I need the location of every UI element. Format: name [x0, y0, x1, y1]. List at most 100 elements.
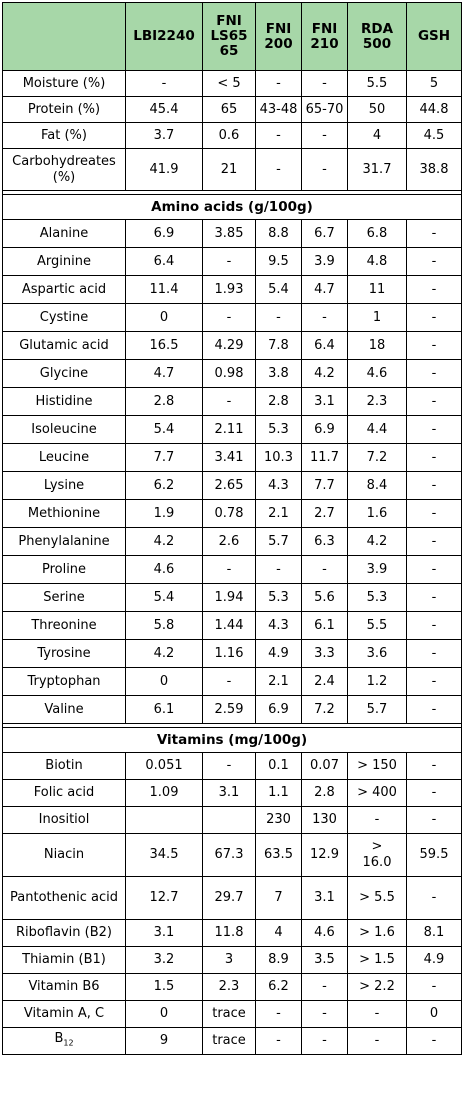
value-cell: 4.3 [255, 471, 302, 500]
value-cell: 6.3 [301, 527, 348, 556]
header-corner-cell [2, 2, 126, 71]
row-label: Threonine [2, 611, 126, 640]
value-cell: trace [202, 1000, 256, 1028]
table-row: Pantothenic acid 12.7 29.7 7 3.1 > 5.5- [2, 876, 462, 920]
value-cell: - [255, 1027, 302, 1055]
value-cell: - [406, 275, 462, 304]
value-cell: 6.1 [301, 611, 348, 640]
value-cell: 3.1 [301, 876, 348, 920]
value-cell: - [347, 806, 407, 834]
value-cell: 5.5 [347, 70, 407, 97]
value-cell: < 5 [202, 70, 256, 97]
value-cell: 6.4 [125, 247, 203, 276]
row-label: B12 [2, 1027, 126, 1055]
column-header: GSH [406, 2, 462, 71]
value-cell: 8.9 [255, 946, 302, 974]
value-cell: 0.07 [301, 752, 348, 780]
row-label: Thiamin (B1) [2, 946, 126, 974]
value-cell: 1.2 [347, 667, 407, 696]
value-cell: > 16.0 [347, 833, 407, 877]
row-label: Inositiol [2, 806, 126, 834]
table-row: Lysine 6.2 2.65 4.3 7.7 8.4- [2, 471, 462, 500]
value-cell: 6.2 [125, 471, 203, 500]
value-cell: 2.4 [301, 667, 348, 696]
value-cell: > 1.5 [347, 946, 407, 974]
value-cell: - [255, 1000, 302, 1028]
value-cell: 3.9 [301, 247, 348, 276]
row-label: Methionine [2, 499, 126, 528]
value-cell: 4.6 [347, 359, 407, 388]
row-label: Carbohydreates (%) [2, 148, 126, 191]
row-label: Tyrosine [2, 639, 126, 668]
value-cell: - [347, 1000, 407, 1028]
value-cell: 2.59 [202, 695, 256, 724]
value-cell: 5.3 [347, 583, 407, 612]
value-cell: - [202, 752, 256, 780]
row-label: Biotin [2, 752, 126, 780]
value-cell: - [255, 148, 302, 191]
value-cell: 59.5 [406, 833, 462, 877]
row-label: Valine [2, 695, 126, 724]
value-cell: 4 [347, 122, 407, 149]
value-cell: 43-48 [255, 96, 302, 123]
row-label: Histidine [2, 387, 126, 416]
row-label: Glutamic acid [2, 331, 126, 360]
value-cell: 5.7 [255, 527, 302, 556]
table-row: Thiamin (B1) 3.2 3 8.9 3.5 > 1.5 4.9 [2, 946, 462, 974]
value-cell: 5.5 [347, 611, 407, 640]
value-cell: 1.44 [202, 611, 256, 640]
row-label: Glycine [2, 359, 126, 388]
value-cell: - [255, 122, 302, 149]
value-cell: 41.9 [125, 148, 203, 191]
value-cell: - [202, 387, 256, 416]
value-cell: 4.3 [255, 611, 302, 640]
value-cell: - [406, 876, 462, 920]
value-cell: 11.8 [202, 919, 256, 947]
column-header: FNI LS65 65 [202, 2, 256, 71]
value-cell: 11.4 [125, 275, 203, 304]
value-cell [125, 806, 203, 834]
value-cell: 18 [347, 331, 407, 360]
value-cell: 0 [406, 1000, 462, 1028]
value-cell: 2.11 [202, 415, 256, 444]
row-label: Isoleucine [2, 415, 126, 444]
row-label: Moisture (%) [2, 70, 126, 97]
table-row: Moisture (%) - < 5- -5.5 5 [2, 70, 462, 97]
value-cell: > 150 [347, 752, 407, 780]
row-label: Folic acid [2, 779, 126, 807]
row-label: Niacin [2, 833, 126, 877]
value-cell: 0 [125, 1000, 203, 1028]
value-cell: 5 [406, 70, 462, 97]
value-cell: 6.9 [255, 695, 302, 724]
value-cell: - [347, 1027, 407, 1055]
value-cell: 4.2 [301, 359, 348, 388]
value-cell: 1.5 [125, 973, 203, 1001]
table-row: Arginine 6.4-9.5 3.9 4.8- [2, 247, 462, 276]
value-cell: - [406, 695, 462, 724]
value-cell: 0.051 [125, 752, 203, 780]
row-label: Tryptophan [2, 667, 126, 696]
value-cell: 1.94 [202, 583, 256, 612]
value-cell: - [202, 303, 256, 332]
value-cell: - [301, 303, 348, 332]
table-row: Tyrosine 4.2 1.16 4.9 3.3 3.6- [2, 639, 462, 668]
value-cell: 3.85 [202, 219, 256, 248]
table-row: Carbohydreates (%) 41.9 21- -31.7 38.8 [2, 148, 462, 191]
value-cell: 6.9 [301, 415, 348, 444]
value-cell: 4.8 [347, 247, 407, 276]
value-cell: 3.8 [255, 359, 302, 388]
value-cell: 0.98 [202, 359, 256, 388]
value-cell: 1.09 [125, 779, 203, 807]
table-row: Isoleucine 5.4 2.11 5.3 6.9 4.4- [2, 415, 462, 444]
value-cell: 6.1 [125, 695, 203, 724]
value-cell: 1.16 [202, 639, 256, 668]
value-cell: 1 [347, 303, 407, 332]
value-cell: - [406, 667, 462, 696]
value-cell: - [301, 122, 348, 149]
row-label: Fat (%) [2, 122, 126, 149]
value-cell: - [406, 583, 462, 612]
value-cell: 7.8 [255, 331, 302, 360]
value-cell: 6.8 [347, 219, 407, 248]
table-row: Vitamin B6 1.5 2.3 6.2- > 2.2- [2, 973, 462, 1001]
value-cell: 65-70 [301, 96, 348, 123]
